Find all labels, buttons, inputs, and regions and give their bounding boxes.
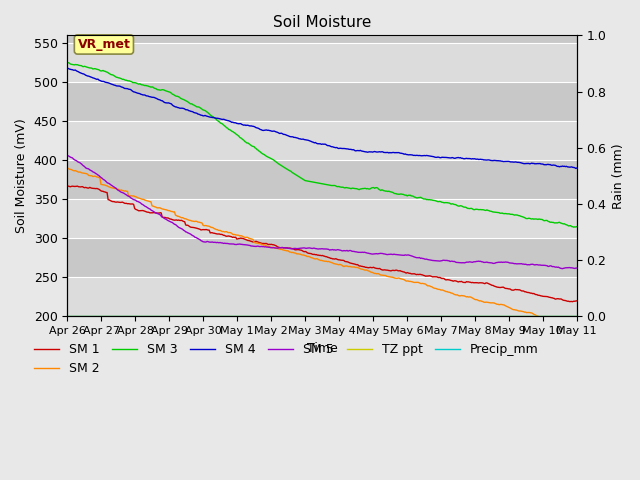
TZ ppt bbox=[308, 313, 316, 319]
Line: SM 3: SM 3 bbox=[67, 62, 577, 227]
SM 4 bbox=[308, 139, 316, 145]
SM 4 bbox=[63, 65, 71, 71]
Precip_mm bbox=[561, 313, 568, 319]
SM 4 bbox=[367, 149, 374, 155]
SM 2 bbox=[561, 322, 568, 327]
Precip_mm bbox=[481, 313, 489, 319]
Line: SM 4: SM 4 bbox=[67, 68, 577, 168]
SM 2 bbox=[481, 300, 489, 305]
Precip_mm bbox=[367, 313, 374, 319]
Bar bbox=[67, 121, 577, 160]
Y-axis label: Soil Moisture (mV): Soil Moisture (mV) bbox=[15, 119, 28, 233]
SM 1 bbox=[339, 257, 347, 263]
SM 3 bbox=[310, 179, 317, 185]
SM 4 bbox=[481, 157, 489, 163]
Line: SM 2: SM 2 bbox=[67, 168, 577, 327]
SM 1 bbox=[561, 298, 568, 303]
SM 3 bbox=[63, 60, 71, 66]
SM 3 bbox=[340, 185, 348, 191]
SM 5 bbox=[367, 251, 374, 256]
SM 4 bbox=[573, 165, 580, 171]
SM 5 bbox=[573, 265, 580, 271]
Line: SM 5: SM 5 bbox=[67, 156, 577, 269]
Precip_mm bbox=[339, 313, 347, 319]
TZ ppt bbox=[367, 313, 374, 319]
SM 3 bbox=[482, 207, 490, 213]
TZ ppt bbox=[561, 313, 568, 319]
Line: SM 1: SM 1 bbox=[67, 186, 577, 301]
SM 5 bbox=[481, 260, 489, 265]
Text: VR_met: VR_met bbox=[77, 38, 131, 51]
SM 1 bbox=[481, 281, 489, 287]
SM 4 bbox=[561, 163, 568, 169]
TZ ppt bbox=[305, 313, 313, 319]
SM 2 bbox=[367, 269, 374, 275]
SM 2 bbox=[573, 324, 580, 330]
SM 5 bbox=[305, 245, 313, 251]
SM 5 bbox=[559, 266, 566, 272]
SM 5 bbox=[562, 265, 570, 271]
SM 3 bbox=[562, 222, 570, 228]
SM 2 bbox=[339, 263, 347, 269]
TZ ppt bbox=[573, 313, 580, 319]
TZ ppt bbox=[481, 313, 489, 319]
SM 2 bbox=[305, 254, 313, 260]
TZ ppt bbox=[339, 313, 347, 319]
SM 1 bbox=[308, 252, 316, 257]
SM 3 bbox=[307, 179, 314, 184]
SM 2 bbox=[63, 165, 71, 171]
SM 4 bbox=[572, 166, 580, 171]
SM 3 bbox=[65, 60, 72, 65]
SM 5 bbox=[63, 153, 71, 158]
Y-axis label: Rain (mm): Rain (mm) bbox=[612, 143, 625, 209]
SM 2 bbox=[572, 324, 580, 330]
Bar bbox=[67, 43, 577, 82]
SM 2 bbox=[308, 255, 316, 261]
Bar bbox=[67, 36, 577, 43]
SM 3 bbox=[367, 185, 375, 191]
TZ ppt bbox=[63, 313, 71, 319]
Bar bbox=[67, 160, 577, 199]
Bar bbox=[67, 239, 577, 277]
SM 4 bbox=[305, 138, 313, 144]
SM 5 bbox=[308, 246, 316, 252]
SM 1 bbox=[569, 299, 577, 304]
SM 3 bbox=[573, 224, 580, 229]
Bar bbox=[67, 199, 577, 239]
Title: Soil Moisture: Soil Moisture bbox=[273, 15, 371, 30]
Precip_mm bbox=[308, 313, 316, 319]
SM 5 bbox=[339, 248, 347, 254]
Bar bbox=[67, 277, 577, 316]
Precip_mm bbox=[63, 313, 71, 319]
Legend: SM 1, SM 2, SM 3, SM 4, SM 5, TZ ppt, Precip_mm: SM 1, SM 2, SM 3, SM 4, SM 5, TZ ppt, Pr… bbox=[29, 338, 544, 381]
Precip_mm bbox=[305, 313, 313, 319]
SM 1 bbox=[573, 298, 580, 304]
SM 3 bbox=[570, 224, 577, 230]
Bar bbox=[67, 82, 577, 121]
SM 1 bbox=[367, 264, 374, 270]
Precip_mm bbox=[573, 313, 580, 319]
X-axis label: Time: Time bbox=[307, 342, 337, 355]
SM 1 bbox=[63, 183, 71, 189]
SM 1 bbox=[305, 251, 313, 256]
SM 4 bbox=[339, 145, 347, 151]
